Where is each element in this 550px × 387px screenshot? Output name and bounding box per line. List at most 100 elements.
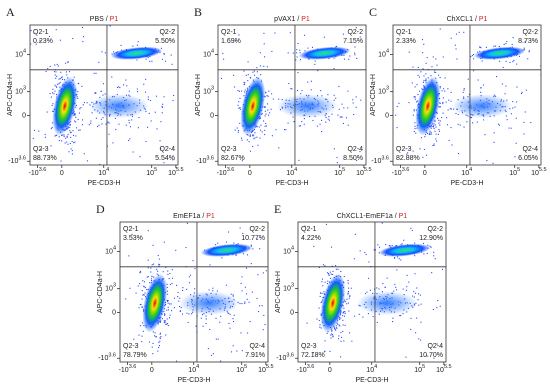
event-dot — [341, 336, 343, 338]
event-dot — [125, 124, 127, 126]
event-dot — [365, 253, 367, 256]
x-axis-label: PE-CD3-H — [87, 180, 120, 187]
event-dot — [163, 320, 165, 322]
event-dot — [90, 120, 92, 122]
event-dot — [60, 77, 62, 79]
event-dot — [49, 65, 51, 68]
x-axis-label: PE-CD3-H — [275, 180, 308, 187]
event-dot — [477, 79, 479, 81]
event-dot — [438, 119, 440, 121]
events — [298, 222, 446, 362]
event-dot — [60, 160, 62, 162]
quadrant-name: Q2-2 — [427, 226, 443, 233]
event-dot — [392, 317, 394, 319]
event-dot — [340, 116, 342, 118]
event-dot — [429, 130, 431, 132]
event-dot — [463, 88, 465, 90]
event-dot — [433, 125, 435, 127]
event-dot — [79, 108, 81, 110]
y-tick-label: 103 — [15, 86, 26, 95]
event-dot — [173, 307, 175, 309]
event-dot — [439, 106, 441, 108]
event-dot — [248, 301, 250, 303]
event-dot — [484, 134, 486, 136]
event-dot — [261, 113, 263, 115]
event-dot — [433, 144, 435, 146]
event-dot — [248, 141, 250, 143]
event-dot — [141, 341, 143, 343]
event-dot — [442, 97, 444, 99]
event-dot — [166, 318, 168, 320]
event-dot — [156, 273, 158, 275]
event-dot — [154, 332, 156, 334]
event-dot — [458, 31, 460, 33]
event-dot — [107, 121, 109, 123]
event-dot — [339, 318, 341, 321]
event-dot — [166, 323, 168, 325]
event-dot — [299, 125, 302, 127]
event-dot — [438, 74, 440, 76]
event-dot — [77, 97, 79, 100]
event-dot — [56, 75, 58, 77]
event-dot — [143, 286, 145, 288]
event-dot — [428, 133, 430, 135]
event-dot — [115, 129, 117, 131]
event-dot — [230, 293, 232, 295]
event-dot — [54, 64, 56, 66]
event-dot — [161, 105, 163, 107]
event-dot — [171, 277, 174, 279]
panel-letter: B — [194, 5, 202, 19]
event-dot — [249, 76, 251, 78]
event-dot — [250, 244, 252, 246]
event-dot — [347, 290, 349, 293]
event-dot — [61, 76, 63, 78]
event-dot — [263, 106, 265, 108]
event-dot — [349, 295, 351, 297]
event-dot — [400, 315, 402, 317]
event-dot — [128, 90, 130, 92]
y-tick-label: -103.6 — [276, 353, 294, 362]
event-dot — [511, 43, 513, 45]
event-dot — [426, 355, 428, 357]
event-dot — [486, 159, 488, 162]
y-axis-label: APC-CD4a-H — [7, 74, 14, 116]
event-dot — [422, 68, 424, 70]
event-dot — [150, 280, 152, 282]
event-dot — [336, 45, 338, 48]
event-dot — [164, 314, 166, 316]
event-dot — [164, 60, 167, 62]
event-dot — [158, 345, 161, 347]
event-dot — [252, 71, 254, 73]
event-dot — [418, 76, 421, 78]
event-dot — [394, 257, 396, 259]
event-dot — [59, 39, 61, 41]
event-dot — [217, 242, 219, 244]
event-dot — [73, 114, 75, 116]
quadrant-name: Q2-4 — [347, 146, 363, 153]
event-dot — [52, 103, 54, 105]
event-dot — [58, 78, 60, 80]
event-dot — [146, 289, 148, 291]
event-dot — [160, 47, 163, 49]
event-dot — [333, 94, 335, 96]
event-dot — [523, 121, 525, 123]
event-dot — [278, 98, 280, 100]
event-dot — [430, 127, 432, 129]
event-dot — [220, 315, 222, 317]
event-dot — [179, 310, 181, 313]
event-dot — [423, 253, 425, 255]
event-dot — [328, 119, 331, 121]
event-dot — [32, 137, 34, 139]
event-dot — [168, 278, 170, 280]
event-dot — [299, 49, 301, 51]
population — [473, 46, 526, 60]
event-dot — [100, 90, 102, 92]
event-dot — [494, 45, 497, 47]
event-dot — [69, 124, 71, 126]
event-dot — [55, 29, 57, 31]
event-dot — [144, 91, 147, 93]
event-dot — [406, 153, 408, 155]
event-dot — [498, 45, 500, 48]
event-dot — [139, 304, 141, 306]
event-dot — [498, 124, 501, 126]
